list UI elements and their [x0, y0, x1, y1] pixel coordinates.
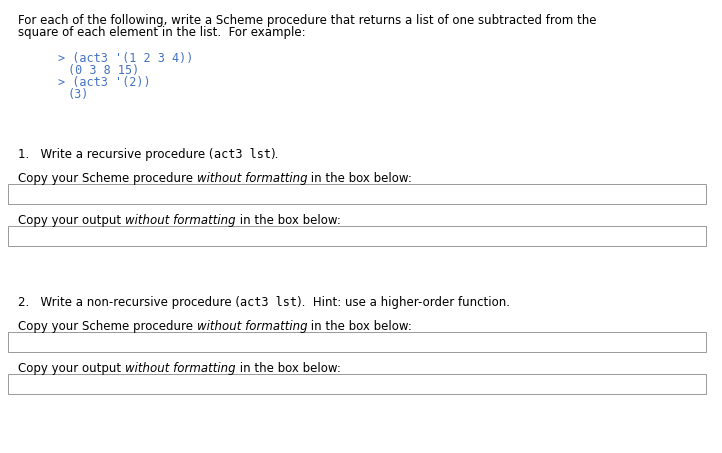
Text: (0 3 8 15): (0 3 8 15)	[68, 64, 139, 77]
Text: > (act3 '(2)): > (act3 '(2))	[58, 76, 150, 89]
Text: > (act3 '(1 2 3 4)): > (act3 '(1 2 3 4))	[58, 52, 193, 65]
Text: in the box below:: in the box below:	[235, 362, 340, 375]
Text: act3 lst: act3 lst	[240, 296, 297, 309]
FancyBboxPatch shape	[8, 374, 706, 394]
Text: in the box below:: in the box below:	[235, 214, 340, 227]
FancyBboxPatch shape	[8, 332, 706, 352]
FancyBboxPatch shape	[8, 184, 706, 204]
Text: Copy your Scheme procedure: Copy your Scheme procedure	[18, 320, 197, 333]
Text: Copy your output: Copy your output	[18, 214, 125, 227]
Text: without formatting: without formatting	[125, 214, 235, 227]
FancyBboxPatch shape	[8, 226, 706, 246]
Text: in the box below:: in the box below:	[308, 320, 412, 333]
Text: For each of the following, write a Scheme procedure that returns a list of one s: For each of the following, write a Schem…	[18, 14, 596, 27]
Text: without formatting: without formatting	[197, 172, 308, 185]
Text: act3 lst: act3 lst	[214, 148, 271, 161]
Text: (3): (3)	[68, 88, 90, 101]
Text: in the box below:: in the box below:	[308, 172, 412, 185]
Text: ).  Hint: use a higher-order function.: ). Hint: use a higher-order function.	[297, 296, 510, 309]
Text: 2.   Write a non-recursive procedure (: 2. Write a non-recursive procedure (	[18, 296, 240, 309]
Text: square of each element in the list.  For example:: square of each element in the list. For …	[18, 26, 305, 39]
Text: without formatting: without formatting	[125, 362, 235, 375]
Text: ).: ).	[271, 148, 279, 161]
Text: Copy your Scheme procedure: Copy your Scheme procedure	[18, 172, 197, 185]
Text: 1.   Write a recursive procedure (: 1. Write a recursive procedure (	[18, 148, 214, 161]
Text: Copy your output: Copy your output	[18, 362, 125, 375]
Text: without formatting: without formatting	[197, 320, 308, 333]
